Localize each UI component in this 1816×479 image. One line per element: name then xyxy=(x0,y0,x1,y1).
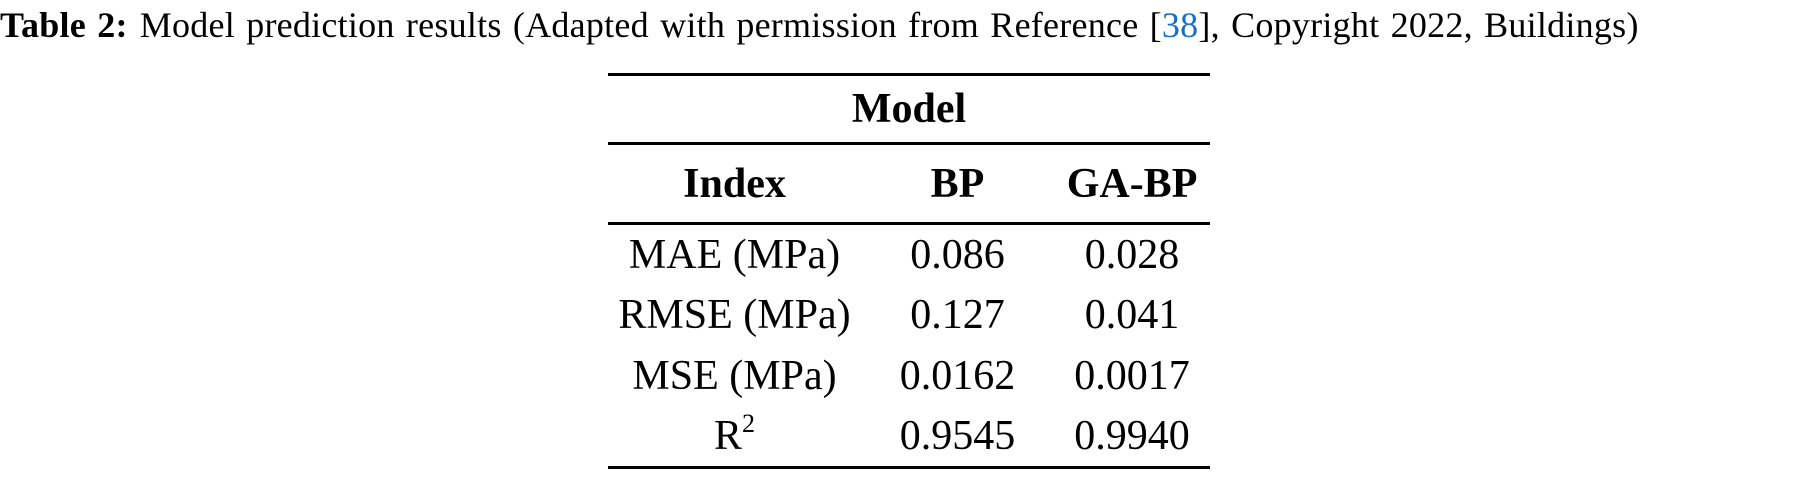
cell-r-squared-bp: 0.9545 xyxy=(899,413,1016,460)
column-header-bp: BP xyxy=(930,160,985,207)
cell-mae-bp: 0.086 xyxy=(910,231,1005,278)
cell-mse-label: MSE (MPa) xyxy=(632,353,837,399)
column-header-index: Index xyxy=(683,160,786,207)
table-caption-label: Table 2: xyxy=(0,5,128,45)
cell-mae-label: MAE (MPa) xyxy=(628,231,841,278)
table-row-rmse: RMSE (MPa) 0.127 0.041 xyxy=(608,285,1210,346)
cell-rmse-bp: 0.127 xyxy=(910,292,1005,338)
column-header-ga-bp: GA-BP xyxy=(1066,160,1198,207)
reference-link-38[interactable]: 38 xyxy=(1161,5,1199,45)
table-group-header-row: Model xyxy=(608,75,1211,144)
cell-rmse-ga-bp: 0.041 xyxy=(1084,292,1180,338)
table-column-header-row: Index BP GA-BP xyxy=(608,144,1211,224)
cell-mse-ga-bp: 0.0017 xyxy=(1074,353,1190,399)
cell-r-squared-label: R2 xyxy=(608,407,861,468)
cell-mae-ga-bp: 0.028 xyxy=(1084,231,1180,278)
table-row-mse: MSE (MPa) 0.0162 0.0017 xyxy=(608,346,1210,407)
cell-r-squared-ga-bp: 0.9940 xyxy=(1074,413,1190,460)
table-row-r-squared: R2 0.9545 0.9940 xyxy=(608,407,1210,468)
r-squared-base: R xyxy=(713,413,742,460)
cell-mse-bp: 0.0162 xyxy=(899,353,1016,399)
group-header-model: Model xyxy=(851,86,967,132)
table-caption-text-before-ref: Model prediction results (Adapted with p… xyxy=(139,5,1162,45)
table-caption: Table 2: Model prediction results (Adapte… xyxy=(0,0,1816,50)
results-table: Model Index BP GA-BP MAE (MPa) 0.086 0.0… xyxy=(608,73,1211,469)
table-caption-text-after-ref: ], Copyright 2022, Buildings) xyxy=(1198,5,1639,45)
table-row-mae: MAE (MPa) 0.086 0.028 xyxy=(608,224,1210,285)
cell-rmse-label: RMSE (MPa) xyxy=(618,292,851,338)
r-squared-superscript: 2 xyxy=(742,409,755,439)
